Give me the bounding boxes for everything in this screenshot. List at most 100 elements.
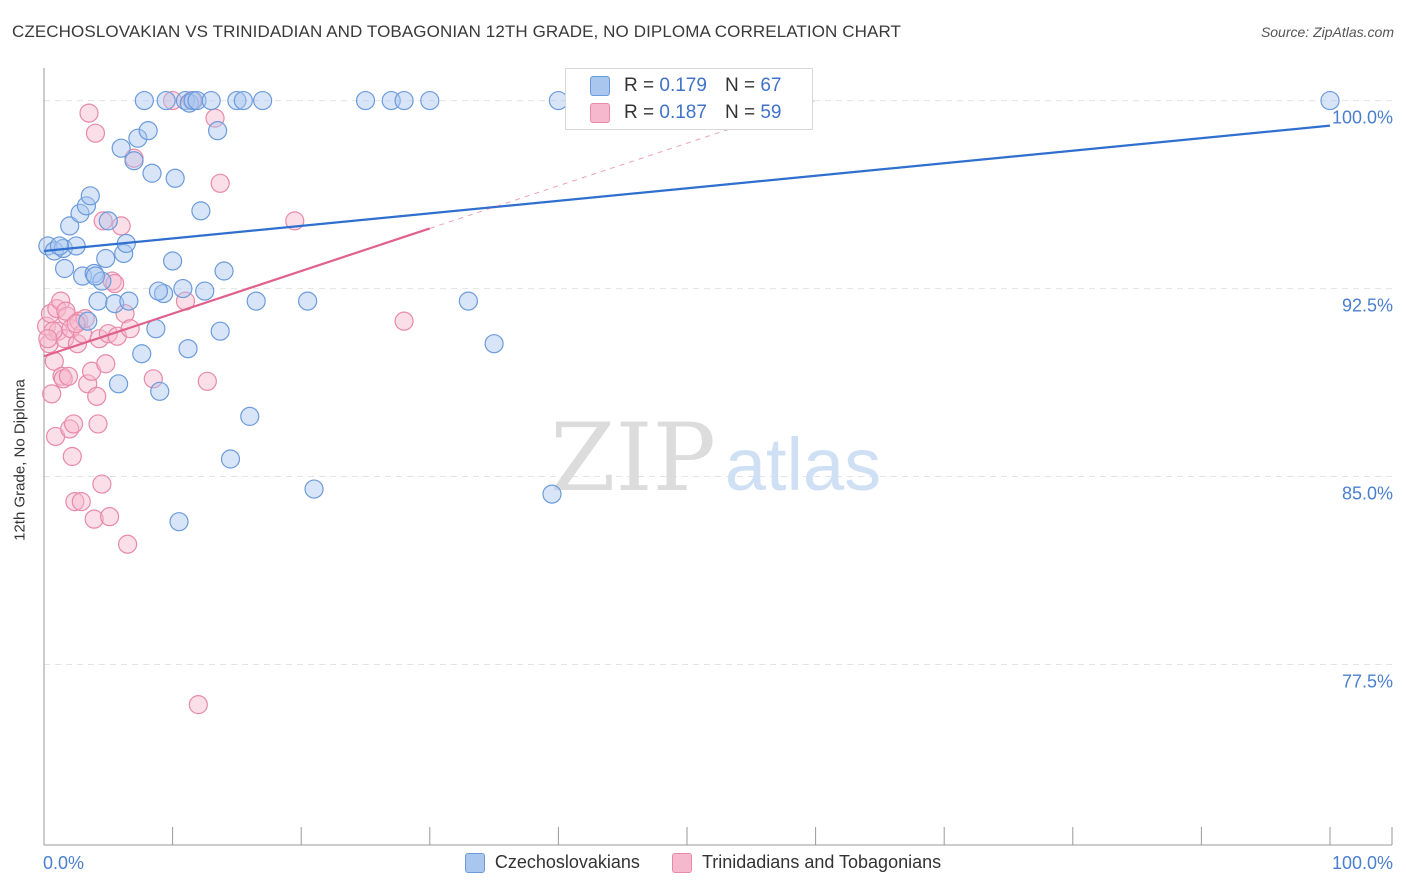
n-label: N = — [724, 75, 756, 96]
legend-label: Czechoslovakians — [494, 852, 640, 872]
data-point-trinidadian — [96, 354, 116, 374]
data-point-czechoslovakian — [85, 266, 106, 286]
pink-swatch-icon — [590, 103, 610, 123]
data-point-trinidadian — [38, 329, 58, 349]
data-point-czechoslovakian — [66, 236, 86, 256]
n-value: 67 — [760, 75, 782, 96]
data-point-trinidadian — [115, 304, 135, 324]
series-trinidadian-points — [36, 90, 414, 715]
data-point-trinidadian — [93, 211, 113, 231]
data-point-czechoslovakian — [105, 294, 125, 314]
data-point-czechoslovakian — [165, 168, 185, 188]
data-point-czechoslovakian — [76, 196, 97, 216]
data-point-czechoslovakian — [458, 291, 478, 311]
r-label: R = — [624, 102, 655, 123]
data-point-czechoslovakian — [142, 163, 162, 183]
data-point-czechoslovakian — [394, 90, 414, 111]
data-point-czechoslovakian — [227, 90, 247, 111]
correlation-legend: R = 0.179 N = 67 R = 0.187 N = 59 — [565, 68, 813, 130]
data-point-czechoslovakian — [70, 203, 90, 223]
data-point-czechoslovakian — [195, 281, 215, 301]
data-point-czechoslovakian — [60, 216, 80, 236]
x-tick-label: 100.0% — [1332, 853, 1393, 873]
data-point-czechoslovakian — [304, 479, 324, 499]
data-point-czechoslovakian — [420, 90, 440, 111]
data-point-trinidadian — [111, 216, 131, 236]
data-point-trinidadian — [58, 366, 79, 386]
data-point-czechoslovakian — [210, 321, 230, 341]
data-point-czechoslovakian — [92, 271, 112, 291]
data-point-czechoslovakian — [214, 261, 234, 281]
data-point-czechoslovakian — [298, 291, 318, 311]
data-point-czechoslovakian — [78, 311, 98, 331]
data-point-czechoslovakian — [191, 201, 211, 221]
n-label: N = — [724, 102, 756, 123]
data-point-trinidadian — [53, 369, 73, 389]
y-tick-label: 100.0% — [1332, 108, 1393, 128]
data-point-trinidadian — [85, 123, 106, 143]
y-tick-label: 92.5% — [1342, 296, 1393, 316]
data-point-czechoslovakian — [233, 90, 253, 111]
data-point-czechoslovakian — [54, 258, 75, 279]
tick-labels: 100.0% 92.5% 85.0% 77.5% 0.0% 100.0% — [43, 108, 1393, 873]
watermark-atlas: atlas — [725, 423, 881, 506]
data-point-czechoslovakian — [124, 151, 144, 171]
data-point-trinidadian — [394, 311, 414, 331]
data-point-czechoslovakian — [148, 281, 169, 301]
data-point-trinidadian — [99, 507, 120, 527]
data-point-trinidadian — [62, 446, 82, 467]
legend-row-trinidadians: R = 0.187 N = 59 — [590, 101, 781, 125]
data-point-trinidadian — [92, 474, 112, 494]
data-point-czechoslovakian — [201, 90, 221, 111]
r-value: 0.179 — [659, 75, 707, 96]
n-value: 59 — [760, 102, 782, 123]
watermark-zip: ZIP — [550, 404, 716, 513]
data-point-trinidadian — [197, 371, 217, 391]
data-point-czechoslovakian — [187, 90, 207, 111]
legend-label: Trinidadians and Tobagonians — [701, 852, 942, 872]
data-point-trinidadian — [75, 309, 95, 329]
axes — [43, 68, 1393, 846]
y-tick-label: 85.0% — [1342, 484, 1393, 504]
data-point-czechoslovakian — [119, 291, 139, 311]
series-czechoslovakian-points — [38, 90, 1340, 532]
data-point-czechoslovakian — [1320, 90, 1340, 111]
data-point-trinidadian — [42, 384, 62, 404]
data-point-czechoslovakian — [173, 278, 193, 299]
legend-item-czechoslovakians[interactable]: Czechoslovakians — [464, 852, 640, 873]
data-point-czechoslovakian — [128, 128, 148, 148]
data-point-trinidadian — [67, 334, 88, 354]
data-point-czechoslovakian — [132, 344, 152, 364]
data-point-czechoslovakian — [150, 381, 170, 401]
data-point-czechoslovakian — [153, 283, 174, 304]
data-point-trinidadian — [143, 369, 163, 389]
data-point-trinidadian — [66, 314, 86, 334]
data-point-czechoslovakian — [108, 374, 129, 394]
legend-row-czechoslovakians: R = 0.179 N = 67 — [590, 74, 781, 98]
series-legend: Czechoslovakians Trinidadians and Tobago… — [0, 852, 1406, 873]
pink-square-icon — [671, 852, 692, 873]
data-point-czechoslovakian — [98, 211, 118, 231]
r-value: 0.187 — [659, 102, 707, 123]
data-point-czechoslovakian — [134, 90, 154, 111]
data-point-czechoslovakian — [208, 121, 228, 141]
y-tick-label: 77.5% — [1342, 672, 1393, 692]
data-point-trinidadian — [88, 414, 108, 434]
data-point-czechoslovakian — [542, 484, 562, 504]
data-point-czechoslovakian — [240, 406, 260, 426]
data-point-czechoslovakian — [80, 186, 100, 206]
data-point-czechoslovakian — [96, 248, 116, 269]
data-point-trinidadian — [65, 492, 85, 512]
data-point-czechoslovakian — [111, 138, 131, 158]
data-point-czechoslovakian — [169, 512, 189, 532]
legend-item-trinidadians[interactable]: Trinidadians and Tobagonians — [671, 852, 942, 873]
blue-square-icon — [464, 852, 485, 873]
data-point-czechoslovakian — [49, 236, 70, 256]
data-point-czechoslovakian — [253, 90, 273, 111]
trend-line-czechoslovakians — [43, 124, 1331, 253]
data-point-czechoslovakian — [246, 291, 266, 311]
data-point-czechoslovakian — [220, 449, 241, 469]
data-point-trinidadian — [84, 509, 104, 529]
watermark: ZIP atlas — [550, 404, 881, 513]
